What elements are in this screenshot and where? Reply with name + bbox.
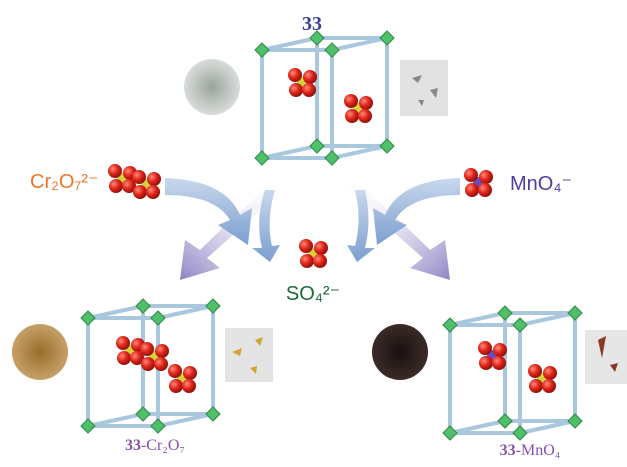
arrow bbox=[347, 190, 375, 262]
arrow bbox=[373, 178, 460, 245]
sample-photo bbox=[372, 324, 428, 380]
product-label: 33-Cr₂O₇ bbox=[125, 437, 185, 454]
molecule bbox=[116, 336, 169, 371]
molecule bbox=[108, 164, 161, 199]
product-formula: -MnO₄ bbox=[516, 442, 561, 459]
product-label: 33-MnO₄ bbox=[500, 442, 561, 459]
molecule bbox=[344, 94, 373, 123]
product-number: 33 bbox=[500, 442, 516, 459]
crystal-photo bbox=[400, 60, 448, 116]
molecule bbox=[299, 239, 328, 268]
molecule bbox=[464, 168, 493, 197]
cage bbox=[441, 304, 584, 442]
molecule bbox=[478, 341, 507, 370]
molecule bbox=[288, 68, 317, 97]
crystal bbox=[232, 337, 263, 374]
sample-photo bbox=[184, 59, 240, 115]
cage bbox=[253, 29, 396, 167]
framework-label: 33 bbox=[302, 13, 322, 35]
product-number: 33 bbox=[125, 437, 141, 454]
anion-label: SO₄²⁻ bbox=[286, 283, 340, 305]
arrow bbox=[252, 190, 280, 262]
sample-photo bbox=[12, 324, 68, 380]
crystal-photo bbox=[225, 328, 273, 382]
crystal bbox=[412, 75, 438, 106]
crystal bbox=[598, 336, 618, 372]
anion-label: MnO₄⁻ bbox=[510, 173, 572, 195]
molecule bbox=[528, 364, 557, 393]
crystal-photo bbox=[585, 330, 627, 384]
arrow bbox=[165, 178, 252, 245]
anion-label: Cr₂O₇²⁻ bbox=[30, 171, 99, 193]
product-formula: -Cr₂O₇ bbox=[141, 437, 185, 454]
molecule bbox=[168, 364, 197, 393]
